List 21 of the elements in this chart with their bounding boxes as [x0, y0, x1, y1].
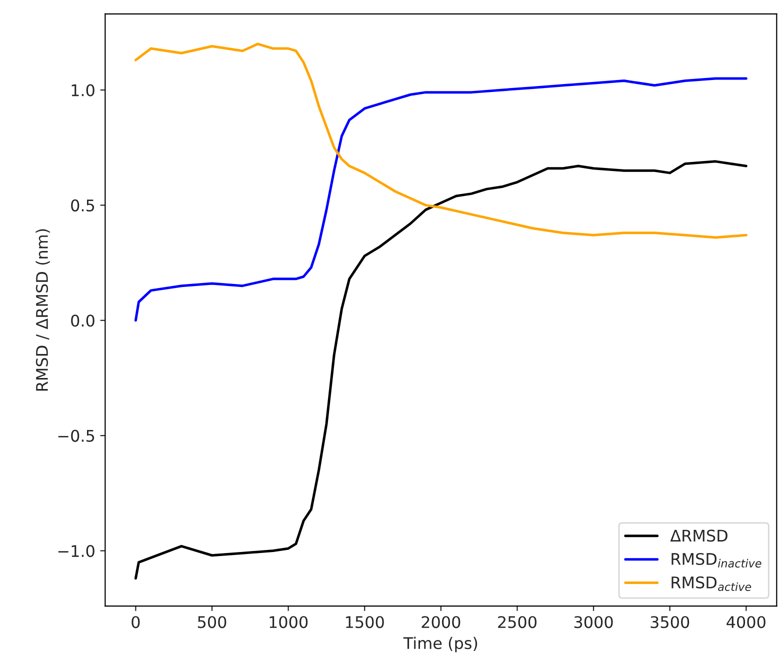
x-tick-label: 500 [198, 616, 226, 628]
legend-label: RMSD$_{inactive}$ [672, 552, 762, 568]
legend-label: RMSD$_{active}$ [672, 576, 752, 592]
x-tick-label: 0 [132, 616, 140, 628]
x-tick-label: 3000 [574, 616, 613, 628]
x-tick-label: 1000 [270, 616, 308, 628]
x-tick-label: 3500 [650, 616, 690, 628]
line-series [134, 77, 748, 322]
x-axis-title: Time (ps) [403, 636, 478, 652]
y-axis-title: RMSD / ΔRMSD (nm) [36, 229, 50, 391]
y-tick-label: 0.5 [71, 199, 94, 212]
x-tick-label: 2500 [498, 616, 536, 628]
y-tick-label: −0.5 [58, 430, 94, 442]
y-tick-label: 0.0 [71, 314, 94, 327]
y-tick-label: −1.0 [58, 544, 94, 558]
x-tick-label: 1500 [346, 616, 384, 628]
x-tick-label: 4000 [726, 616, 766, 628]
line-series [134, 42, 748, 239]
legend-label: ΔRMSD [670, 530, 728, 542]
y-tick-label: 1.0 [72, 84, 94, 96]
x-tick-label: 2000 [422, 616, 460, 628]
